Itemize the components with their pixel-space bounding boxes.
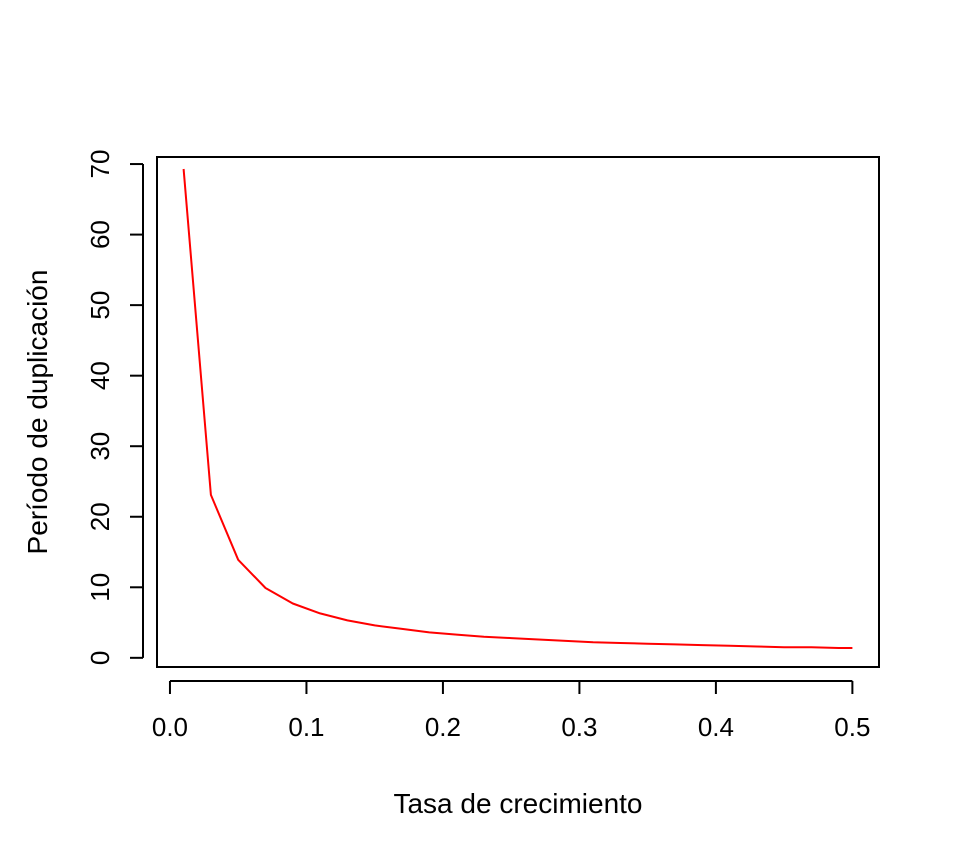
- y-axis-title: Período de duplicación: [22, 270, 53, 555]
- x-tick-label: 0.1: [288, 712, 324, 742]
- series-line: [182, 168, 853, 649]
- y-tick-label: 50: [85, 291, 115, 320]
- y-tick-label: 40: [85, 361, 115, 390]
- series-layer: [182, 168, 853, 649]
- x-axis: 0.0 0.1 0.2 0.3 0.4 0.5: [152, 680, 870, 742]
- y-tick-label: 0: [85, 651, 115, 665]
- x-tick-label: 0.5: [834, 712, 870, 742]
- y-tick-label: 20: [85, 502, 115, 531]
- y-tick-label: 10: [85, 573, 115, 602]
- x-tick-label: 0.0: [152, 712, 188, 742]
- plot-box: [156, 156, 880, 668]
- y-tick-label: 60: [85, 220, 115, 249]
- y-axis: 0 10 20 30 40 50 60 70: [85, 150, 144, 665]
- x-axis-title: Tasa de crecimiento: [393, 788, 642, 819]
- y-tick-label: 70: [85, 150, 115, 179]
- x-tick-label: 0.3: [561, 712, 597, 742]
- x-tick-label: 0.2: [425, 712, 461, 742]
- y-tick-label: 30: [85, 432, 115, 461]
- x-tick-label: 0.4: [698, 712, 734, 742]
